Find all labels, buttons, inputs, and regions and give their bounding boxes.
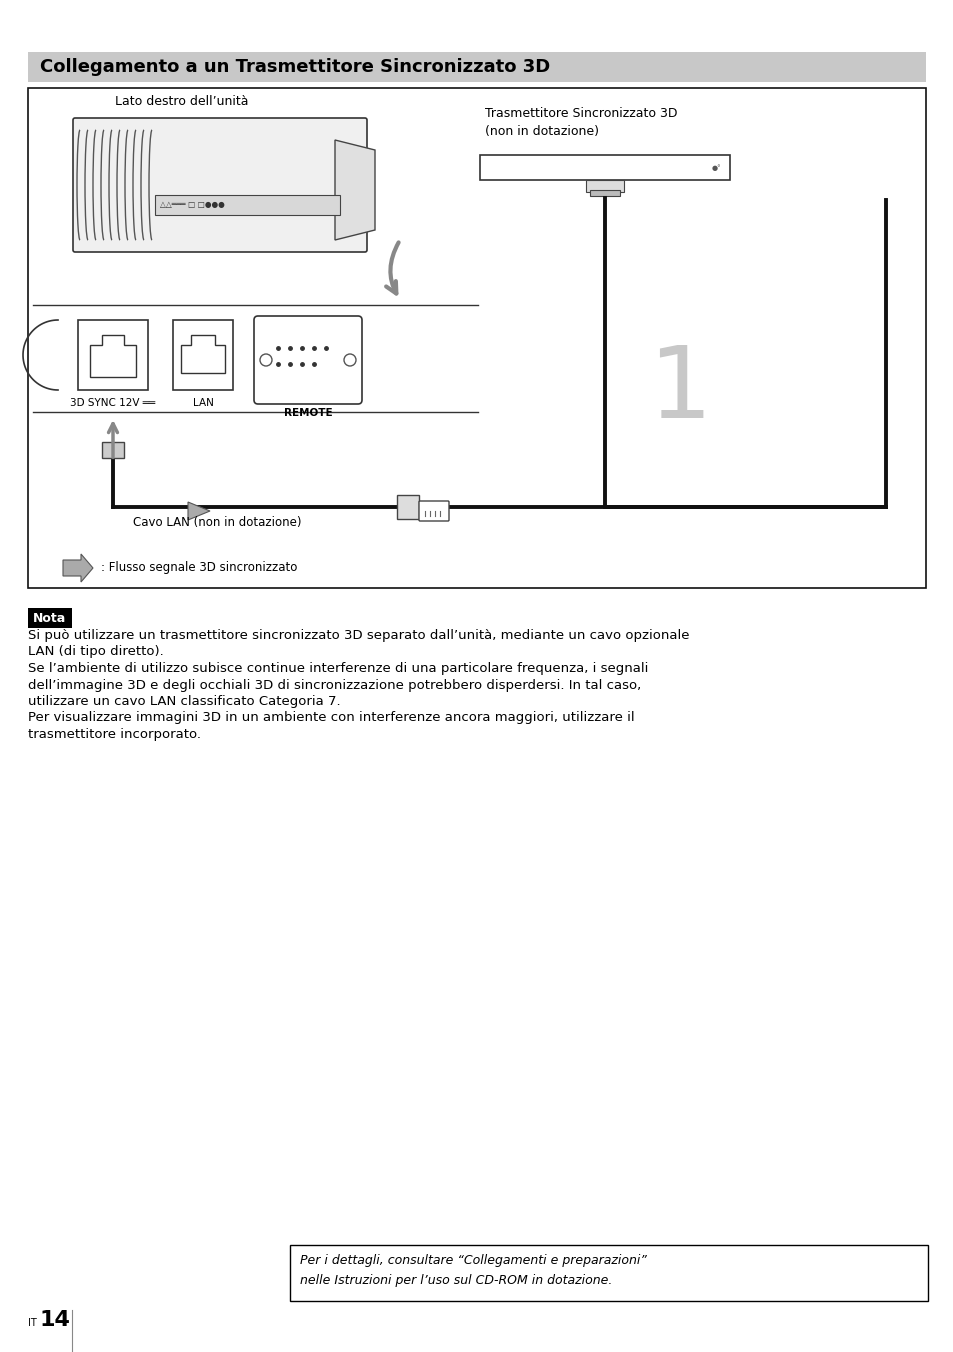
FancyBboxPatch shape — [479, 155, 729, 180]
Text: Si può utilizzare un trasmettitore sincronizzato 3D separato dall’unità, mediant: Si può utilizzare un trasmettitore sincr… — [28, 629, 689, 642]
Text: Per i dettagli, consultare “Collegamenti e preparazioni”: Per i dettagli, consultare “Collegamenti… — [299, 1255, 646, 1267]
Text: : Flusso segnale 3D sincronizzato: : Flusso segnale 3D sincronizzato — [101, 561, 297, 575]
Text: Se l’ambiente di utilizzo subisce continue interferenze di una particolare frequ: Se l’ambiente di utilizzo subisce contin… — [28, 662, 648, 675]
FancyBboxPatch shape — [172, 320, 233, 389]
Text: 14: 14 — [40, 1310, 71, 1330]
Text: REMOTE: REMOTE — [283, 408, 332, 418]
FancyBboxPatch shape — [78, 320, 148, 389]
Text: (non in dotazione): (non in dotazione) — [484, 124, 598, 138]
Polygon shape — [188, 502, 210, 521]
Text: 1: 1 — [647, 342, 711, 438]
Text: IT: IT — [28, 1318, 37, 1328]
FancyBboxPatch shape — [102, 442, 124, 458]
FancyBboxPatch shape — [585, 180, 623, 192]
Text: 3D SYNC 12V ══: 3D SYNC 12V ══ — [71, 397, 155, 408]
Circle shape — [344, 354, 355, 366]
Text: dell’immagine 3D e degli occhiali 3D di sincronizzazione potrebbero disperdersi.: dell’immagine 3D e degli occhiali 3D di … — [28, 679, 640, 691]
Text: Trasmettitore Sincronizzato 3D: Trasmettitore Sincronizzato 3D — [484, 107, 677, 120]
FancyBboxPatch shape — [28, 88, 925, 588]
FancyBboxPatch shape — [154, 195, 339, 215]
Text: trasmettitore incorporato.: trasmettitore incorporato. — [28, 727, 201, 741]
FancyBboxPatch shape — [28, 51, 925, 82]
Text: Lato destro dell’unità: Lato destro dell’unità — [115, 95, 248, 108]
Text: LAN: LAN — [193, 397, 213, 408]
FancyBboxPatch shape — [418, 502, 449, 521]
FancyBboxPatch shape — [589, 191, 619, 196]
FancyBboxPatch shape — [290, 1245, 927, 1301]
Text: Collegamento a un Trasmettitore Sincronizzato 3D: Collegamento a un Trasmettitore Sincroni… — [40, 58, 550, 76]
Text: Cavo LAN (non in dotazione): Cavo LAN (non in dotazione) — [132, 516, 301, 529]
Text: utilizzare un cavo LAN classificato Categoria 7.: utilizzare un cavo LAN classificato Cate… — [28, 695, 340, 708]
Text: LAN (di tipo diretto).: LAN (di tipo diretto). — [28, 645, 164, 658]
FancyBboxPatch shape — [253, 316, 361, 404]
Text: ●°: ●° — [711, 164, 720, 170]
Text: △△═══ □ □●●●: △△═══ □ □●●● — [160, 200, 225, 210]
Text: nelle Istruzioni per l’uso sul CD-ROM in dotazione.: nelle Istruzioni per l’uso sul CD-ROM in… — [299, 1274, 612, 1287]
Text: Nota: Nota — [33, 611, 67, 625]
Polygon shape — [90, 335, 136, 377]
Polygon shape — [63, 554, 92, 581]
Polygon shape — [335, 141, 375, 241]
FancyBboxPatch shape — [73, 118, 367, 251]
Text: Per visualizzare immagini 3D in un ambiente con interferenze ancora maggiori, ut: Per visualizzare immagini 3D in un ambie… — [28, 711, 634, 725]
Polygon shape — [181, 335, 225, 373]
Circle shape — [260, 354, 272, 366]
FancyBboxPatch shape — [396, 495, 418, 519]
FancyBboxPatch shape — [28, 608, 71, 627]
